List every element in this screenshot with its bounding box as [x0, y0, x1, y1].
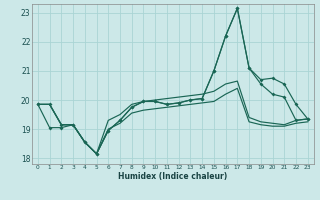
- X-axis label: Humidex (Indice chaleur): Humidex (Indice chaleur): [118, 172, 228, 181]
